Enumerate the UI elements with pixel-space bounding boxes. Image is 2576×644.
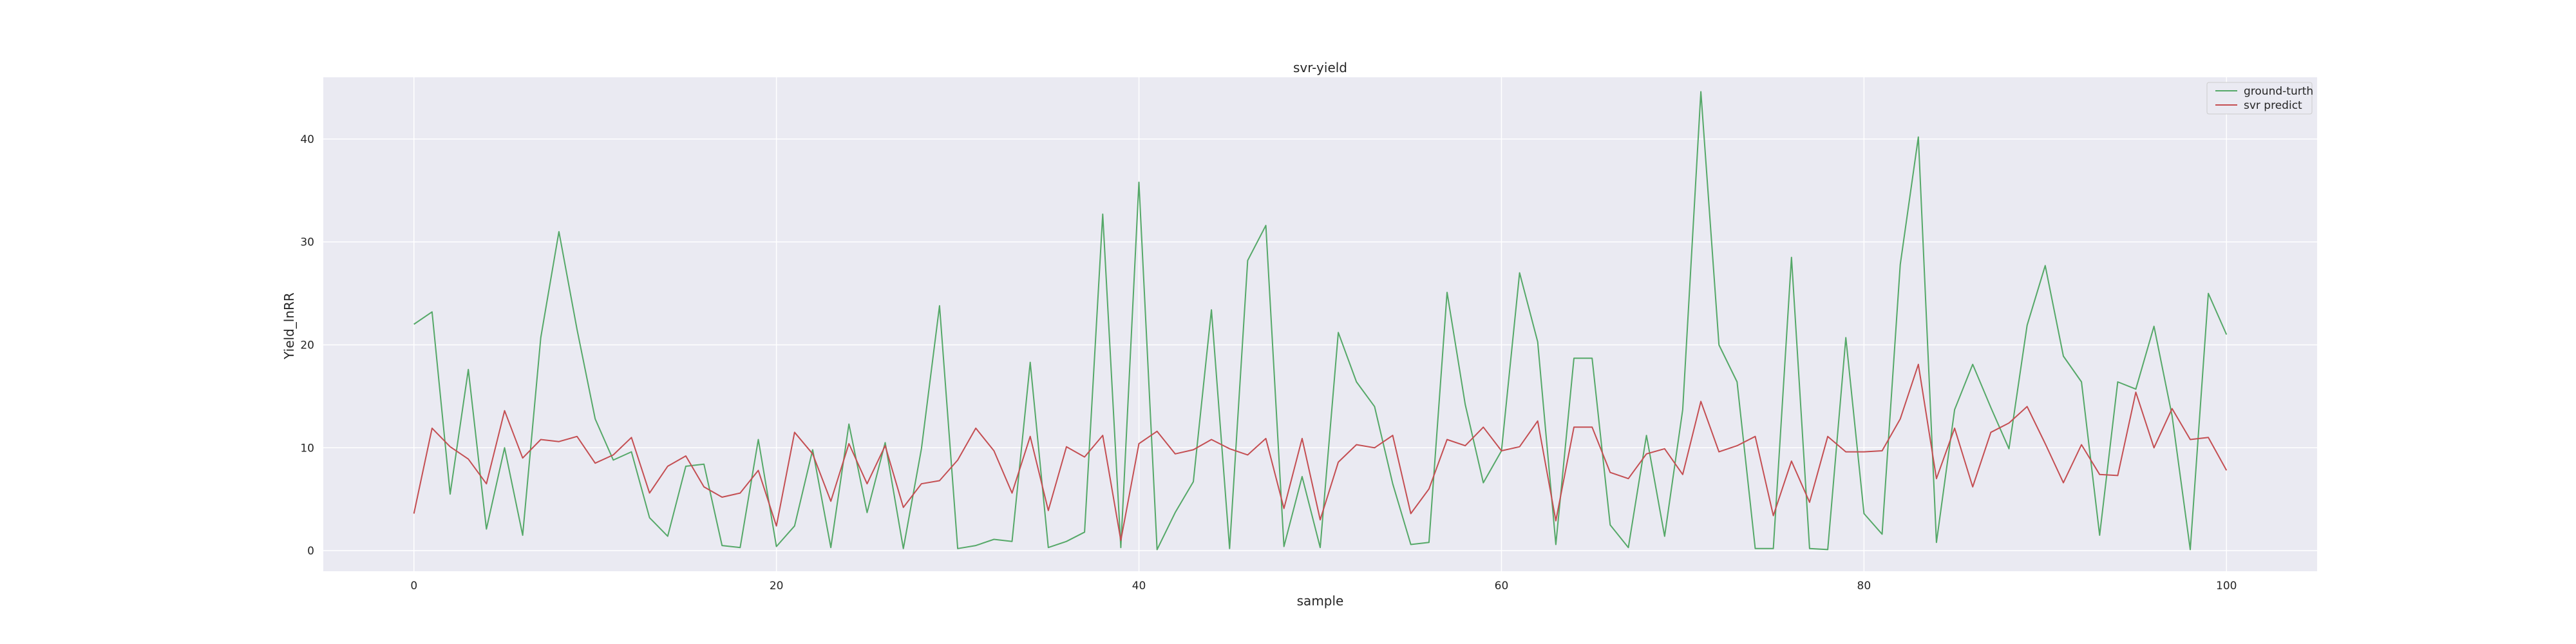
grid-lines [323,77,2317,571]
y-axis-label: Yield_lnRR [281,292,297,360]
x-tick-label: 100 [2216,580,2237,592]
x-tick-label: 20 [770,580,784,592]
x-tick-label: 40 [1132,580,1146,592]
x-tick-label: 60 [1495,580,1509,592]
x-axis-label: sample [1297,593,1344,609]
series-lines [413,91,2228,551]
y-tick-label: 30 [300,236,314,249]
series-line-ground-turth [413,91,2228,551]
chart-title: svr-yield [1293,60,1347,75]
x-tick-label: 80 [1857,580,1871,592]
y-tick-label: 0 [307,545,314,558]
y-tick-label: 10 [300,442,314,455]
series-line-svr-predict [413,363,2228,542]
y-tick-label: 20 [300,339,314,352]
x-tick-label: 0 [410,580,417,592]
y-tick-label: 40 [300,133,314,146]
legend-label-ground-turth: ground-turth [2244,85,2313,98]
legend: ground-turth svr predict [2206,82,2313,115]
x-tick-labels: 0 20 40 60 80 100 [410,580,2237,592]
legend-label-svr-predict: svr predict [2244,99,2302,112]
y-tick-labels: 0 10 20 30 40 [300,133,314,558]
plot-area [323,77,2317,571]
